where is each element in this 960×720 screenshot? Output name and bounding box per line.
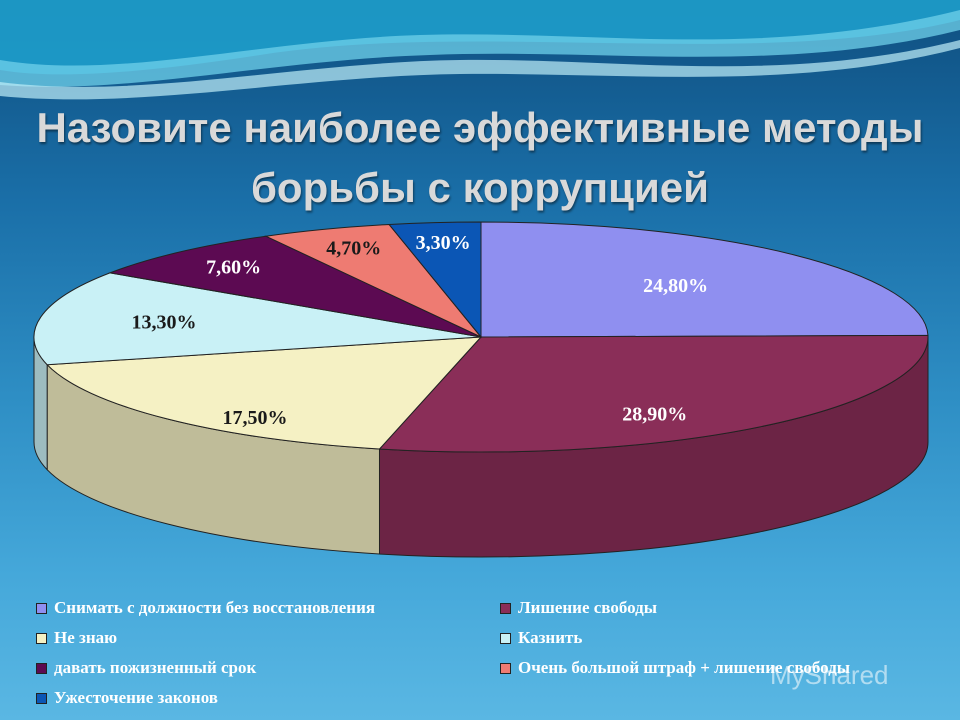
legend-item-6: Очень большой штраф + лишение свободы xyxy=(500,656,850,680)
pie-slice-2 xyxy=(378,334,929,453)
chart-legend: Снимать с должности без восстановления Ли… xyxy=(36,596,946,716)
legend-label-2: Лишение свободы xyxy=(518,598,658,617)
data-label-4: 13,30% xyxy=(132,312,197,334)
legend-label-4: Казнить xyxy=(518,628,583,647)
legend-item-2: Лишение свободы xyxy=(500,596,657,620)
pie-slice-5 xyxy=(108,235,482,338)
legend-item-4: Казнить xyxy=(500,626,582,650)
pie-slice-7 xyxy=(388,221,482,339)
legend-swatch-6 xyxy=(500,662,511,674)
legend-swatch-3 xyxy=(36,632,47,644)
legend-item-3: Не знаю xyxy=(36,626,117,650)
pie-slice-4 xyxy=(33,272,482,366)
pie-slice-3 xyxy=(46,336,483,450)
data-label-3: 17,50% xyxy=(223,407,288,429)
legend-swatch-7 xyxy=(36,692,47,704)
legend-swatch-1 xyxy=(36,602,47,614)
data-label-1: 24,80% xyxy=(643,275,708,297)
pie-slice-1 xyxy=(480,221,929,338)
chart-title-line-2: борьбы с коррупцией xyxy=(250,164,709,211)
pie-side-walls xyxy=(33,336,929,558)
header-waves xyxy=(0,0,960,100)
legend-swatch-2 xyxy=(500,602,511,614)
legend-label-7: Ужесточение законов xyxy=(54,688,218,707)
data-label-6: 4,70% xyxy=(326,238,381,260)
legend-item-1: Снимать с должности без восстановления xyxy=(36,596,375,620)
data-label-2: 28,90% xyxy=(622,404,687,426)
pie-top-faces xyxy=(33,221,929,453)
watermark: MyShared xyxy=(770,660,889,690)
legend-swatch-4 xyxy=(500,632,511,644)
chart-title-line-1: Назовите наиболее эффективные методы xyxy=(36,104,924,151)
legend-label-3: Не знаю xyxy=(54,628,118,647)
pie-labels: 24,80% 28,90% 17,50% 13,30% 7,60% 4,70% 3,30% xyxy=(132,232,709,429)
legend-label-6: Очень большой штраф + лишение свободы xyxy=(518,658,851,677)
legend-item-7: Ужесточение законов xyxy=(36,686,218,710)
legend-swatch-5 xyxy=(36,662,47,674)
legend-label-1: Снимать с должности без восстановления xyxy=(54,598,376,617)
chart-title: Назовите наиболее эффективные методы бор… xyxy=(0,98,960,218)
legend-label-5: давать пожизненный срок xyxy=(54,658,257,677)
legend-item-5: давать пожизненный срок xyxy=(36,656,256,680)
data-label-7: 3,30% xyxy=(416,232,471,254)
data-label-5: 7,60% xyxy=(206,256,261,278)
